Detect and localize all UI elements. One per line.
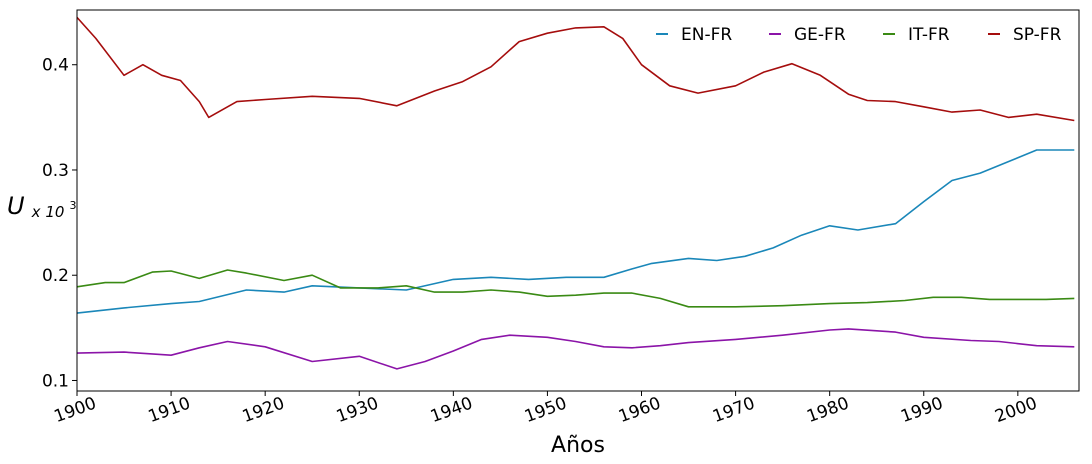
x-tick-label: 1980	[804, 394, 851, 428]
legend-label-it-fr: IT-FR	[908, 25, 950, 45]
legend: EN-FR GE-FR IT-FR SP-FR	[656, 25, 1062, 45]
y-tick-label: 0.3	[42, 161, 69, 181]
legend-label-sp-fr: SP-FR	[1013, 25, 1062, 45]
x-tick-label: 1970	[710, 394, 757, 428]
x-tick-label: 1960	[616, 394, 663, 428]
y-tick-label: 0.2	[42, 266, 69, 286]
x-tick-label: 1940	[428, 394, 475, 428]
x-tick-label: 2000	[992, 394, 1039, 428]
axis-layer: 1900 1910 1920 1930 1940 1950 1960 1970 1980 1990…	[42, 56, 1040, 427]
y-tick-label: 0.4	[42, 56, 69, 76]
series-line-it-fr	[76, 269, 1075, 308]
legend-label-en-fr: EN-FR	[681, 25, 732, 45]
y-axis-label-main: U	[7, 192, 25, 220]
series-layer	[76, 16, 1075, 370]
series-line-sp-fr	[76, 16, 1075, 122]
series-line-en-fr	[76, 149, 1075, 314]
x-tick-label: 1920	[240, 394, 287, 428]
x-tick-label: 1900	[52, 394, 99, 428]
plot-frame	[76, 9, 1080, 392]
y-axis-label: U x 10 3	[7, 192, 77, 221]
x-tick-label: 1990	[898, 394, 945, 428]
y-axis-label-sub: x 10	[31, 203, 65, 221]
legend-label-ge-fr: GE-FR	[794, 25, 846, 45]
x-tick-label: 1930	[334, 394, 381, 428]
x-axis-label: Años	[551, 433, 605, 458]
y-tick-label: 0.1	[42, 371, 69, 391]
y-axis-label-sup: 3	[70, 199, 77, 212]
series-line-ge-fr	[76, 328, 1075, 370]
x-tick-label: 1950	[522, 394, 569, 428]
x-tick-label: 1910	[146, 394, 193, 428]
